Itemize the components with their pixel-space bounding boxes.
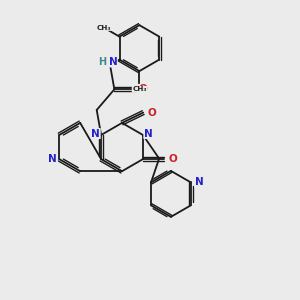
Text: O: O [147,108,156,118]
Text: N: N [48,154,57,164]
Text: N: N [109,57,117,67]
Text: O: O [139,84,147,94]
Text: N: N [144,128,153,139]
Text: N: N [195,177,203,188]
Text: O: O [168,154,177,164]
Text: N: N [92,128,100,139]
Text: CH₃: CH₃ [132,86,147,92]
Text: CH₃: CH₃ [96,25,111,31]
Text: H: H [98,57,106,67]
